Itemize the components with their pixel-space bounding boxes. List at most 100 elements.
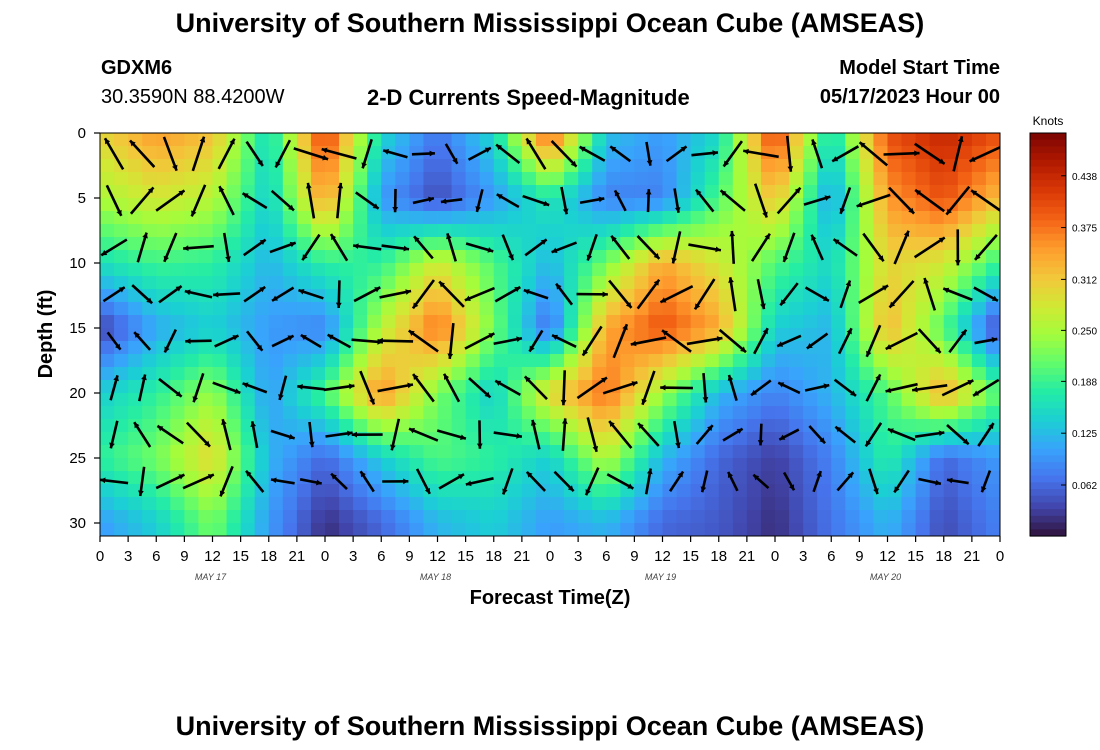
colorbar-segment (1030, 421, 1066, 430)
heatmap-cell (676, 393, 692, 407)
heatmap-cell (732, 263, 748, 277)
heatmap-cell (100, 523, 115, 536)
heatmap-cell (114, 133, 129, 147)
heatmap-cell (142, 497, 157, 511)
heatmap-cell (310, 432, 326, 446)
heatmap-cell (746, 198, 762, 212)
heatmap-cell (339, 302, 354, 316)
heatmap-cell (367, 354, 382, 368)
heatmap-cell (971, 471, 987, 485)
heatmap-cell (184, 328, 200, 342)
heatmap-cell (606, 172, 621, 186)
heatmap-cell (845, 393, 860, 407)
heatmap-cell (620, 263, 635, 277)
x-tick-label: 0 (321, 548, 329, 565)
current-vector-arrow (644, 468, 653, 495)
heatmap-cell (325, 159, 340, 173)
heatmap-cell (620, 471, 635, 485)
heatmap-cell (662, 445, 678, 459)
heatmap-cell (493, 523, 509, 536)
current-vector-arrow (864, 422, 883, 448)
heatmap-cell (971, 302, 987, 316)
current-vector-arrow (493, 336, 523, 346)
heatmap-cell (746, 432, 762, 446)
heatmap-cell (507, 302, 523, 316)
heatmap-cell (367, 328, 382, 342)
heatmap-cell (381, 341, 396, 355)
heatmap-cell (100, 406, 115, 420)
heatmap-cell (606, 263, 621, 277)
heatmap-cell (409, 263, 425, 277)
current-vector-arrow (155, 189, 186, 212)
heatmap-cell (929, 354, 945, 368)
current-vector-arrow (941, 379, 974, 397)
heatmap-cell (915, 211, 931, 225)
heatmap-cell (564, 367, 579, 381)
heatmap-cell (325, 367, 340, 381)
heatmap-cell (521, 406, 537, 420)
current-vector-arrow (806, 332, 829, 350)
heatmap-cell (592, 211, 607, 225)
heatmap-cell (254, 458, 270, 472)
colorbar-segment (1030, 159, 1066, 168)
heatmap-cell (943, 393, 959, 407)
heatmap-cell (789, 315, 804, 329)
heatmap-cell (732, 250, 748, 264)
heatmap-cell (732, 315, 748, 329)
heatmap-cell (606, 224, 621, 238)
heatmap-cell (957, 341, 973, 355)
heatmap-cell (437, 406, 453, 420)
current-vector-arrow (808, 425, 826, 445)
heatmap-cell (226, 497, 242, 511)
current-vector-arrow (465, 242, 494, 253)
heatmap-cell (676, 497, 692, 511)
current-vector-arrow (293, 147, 329, 161)
current-vector-arrow (191, 136, 206, 172)
heatmap-cell (817, 198, 832, 212)
x-tick-label: 18 (485, 548, 502, 565)
current-vector-arrow (109, 375, 119, 401)
heatmap-cell (704, 198, 720, 212)
heatmap-cell (746, 315, 762, 329)
heatmap-cell (775, 354, 790, 368)
heatmap-cell (282, 263, 298, 277)
heatmap-cell (479, 172, 495, 186)
heatmap-cell (564, 523, 579, 536)
heatmap-cell (353, 237, 368, 251)
heatmap-cell (282, 276, 298, 290)
heatmap-cell (310, 393, 326, 407)
day-label: MAY 19 (645, 572, 676, 582)
current-vector-arrow (671, 231, 682, 264)
heatmap-cell (831, 315, 846, 329)
heatmap-cell (564, 393, 579, 407)
heatmap-cell (564, 458, 579, 472)
current-vector-arrow (948, 328, 968, 354)
heatmap-cell (240, 289, 256, 303)
current-vector-arrow (381, 244, 410, 252)
heatmap-cell (845, 224, 860, 238)
heatmap-cell (887, 406, 903, 420)
current-vector-arrow (329, 233, 349, 262)
heatmap-cell (170, 406, 185, 420)
heatmap-cell (887, 367, 903, 381)
heatmap-cell (339, 172, 354, 186)
heatmap-cell (929, 289, 945, 303)
heatmap-cell (325, 302, 340, 316)
heatmap-cell (859, 328, 875, 342)
heatmap-cell (156, 146, 171, 160)
heatmap-cell (535, 523, 551, 536)
colorbar-segment (1030, 220, 1066, 228)
heatmap-cell (423, 133, 439, 147)
heatmap-cell (775, 224, 790, 238)
heatmap-cell (831, 172, 846, 186)
heatmap-cell (521, 328, 537, 342)
heatmap-cell (100, 484, 115, 498)
heatmap-cell (943, 419, 959, 433)
heatmap-cell (437, 250, 453, 264)
heatmap-cell (198, 393, 214, 407)
current-vector-arrow (246, 330, 264, 352)
heatmap-cell (592, 263, 607, 277)
heatmap-cell (381, 406, 396, 420)
heatmap-cell (226, 250, 242, 264)
heatmap-cell (957, 237, 973, 251)
